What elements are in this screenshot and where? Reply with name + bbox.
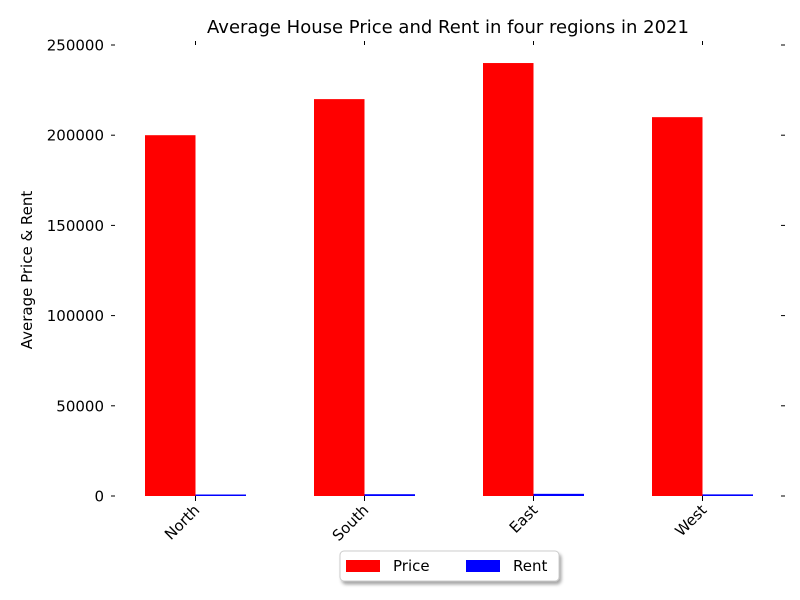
chart-title: Average House Price and Rent in four reg… [207,17,689,38]
y-tick-label: 200000 [47,127,104,145]
x-tick-label: West [672,501,711,540]
y-axis-right [781,44,785,497]
x-axis: North South East West [161,41,710,545]
legend-label-rent: Rent [513,557,547,575]
x-tick-label: East [506,501,542,537]
y-tick-label: 150000 [47,217,104,235]
bar-price-north [145,135,196,496]
legend-swatch-price [346,560,380,572]
bar-price-south [314,99,365,497]
x-tick-label: North [161,501,203,543]
legend-swatch-rent [466,560,500,572]
y-axis-left: 0 50000 100000 150000 200000 250000 [47,37,115,506]
bar-rent-west [702,494,753,496]
bar-rent-north [195,494,246,496]
y-tick-label: 250000 [47,37,104,55]
legend-label-price: Price [393,557,430,575]
x-tick-label: South [329,501,373,545]
y-axis-title: Average Price & Rent [18,191,36,350]
bar-price-east [483,63,534,496]
bar-rent-south [364,494,415,496]
bar-rent-east [533,493,584,496]
y-tick-label: 50000 [56,397,104,415]
y-tick-label: 100000 [47,307,104,325]
legend-box [339,550,560,582]
bars [145,63,753,497]
y-tick-label: 0 [94,488,104,506]
bar-price-west [652,117,703,496]
legend: Price Rent [339,550,560,582]
